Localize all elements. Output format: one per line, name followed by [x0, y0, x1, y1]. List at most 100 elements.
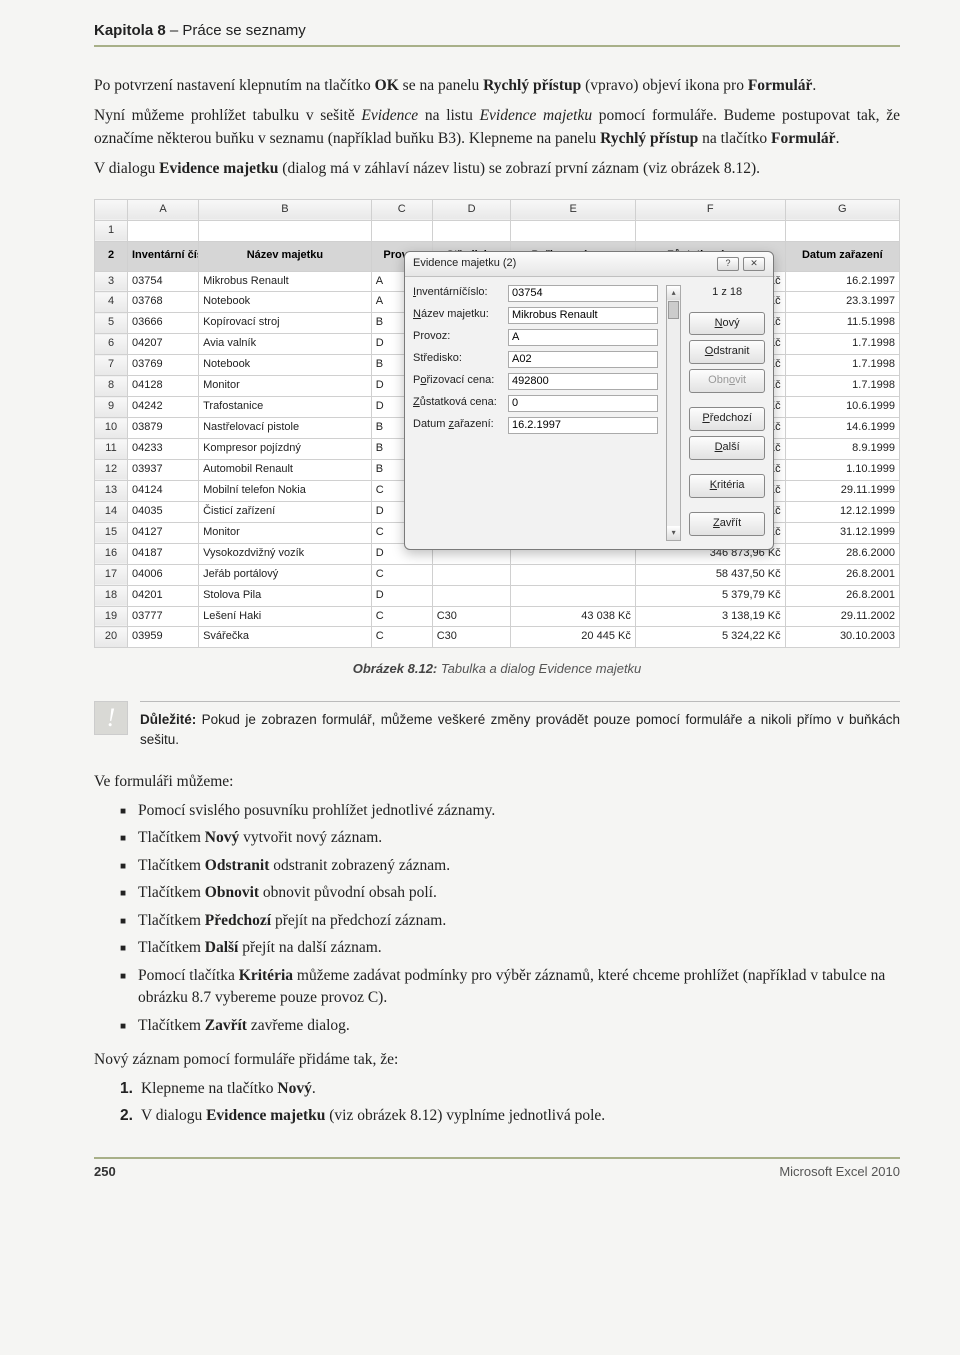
row-number[interactable]: 5: [95, 313, 128, 334]
dialog-button[interactable]: Další: [689, 436, 765, 460]
cell[interactable]: 04128: [128, 376, 199, 397]
field-input[interactable]: [508, 285, 658, 302]
cell[interactable]: C: [371, 564, 432, 585]
cell[interactable]: Trafostanice: [199, 397, 372, 418]
cell[interactable]: C: [371, 606, 432, 627]
row-number[interactable]: 7: [95, 355, 128, 376]
cell[interactable]: D: [371, 585, 432, 606]
row-number[interactable]: 9: [95, 397, 128, 418]
cell[interactable]: Automobil Renault: [199, 459, 372, 480]
field-input[interactable]: [508, 373, 658, 390]
help-icon[interactable]: ?: [717, 257, 739, 271]
scroll-thumb[interactable]: [668, 301, 679, 319]
cell[interactable]: 31.12.1999: [785, 522, 899, 543]
cell[interactable]: 04233: [128, 439, 199, 460]
cell[interactable]: 03879: [128, 418, 199, 439]
form-dialog[interactable]: Evidence majetku (2) ? ✕ Inventárníčíslo…: [404, 251, 774, 550]
cell[interactable]: Monitor: [199, 522, 372, 543]
cell[interactable]: 03666: [128, 313, 199, 334]
cell[interactable]: 5 379,79 Kč: [635, 585, 785, 606]
dialog-button[interactable]: Zavřít: [689, 512, 765, 536]
row-number[interactable]: 11: [95, 439, 128, 460]
cell[interactable]: Mikrobus Renault: [199, 271, 372, 292]
cell[interactable]: Svářečka: [199, 627, 372, 648]
row-number[interactable]: 17: [95, 564, 128, 585]
table-header[interactable]: Inventární číslo: [128, 241, 199, 271]
row-number[interactable]: 2: [95, 241, 128, 271]
cell[interactable]: [432, 585, 511, 606]
cell[interactable]: 03754: [128, 271, 199, 292]
column-letter[interactable]: D: [432, 199, 511, 220]
cell[interactable]: Nastřelovací pistole: [199, 418, 372, 439]
row-number[interactable]: 1: [95, 220, 128, 241]
row-number[interactable]: 6: [95, 334, 128, 355]
field-input[interactable]: [508, 351, 658, 368]
cell[interactable]: 1.7.1998: [785, 376, 899, 397]
cell[interactable]: 04207: [128, 334, 199, 355]
cell[interactable]: 30.10.2003: [785, 627, 899, 648]
dialog-button[interactable]: Nový: [689, 312, 765, 336]
cell[interactable]: 29.11.1999: [785, 480, 899, 501]
row-number[interactable]: 13: [95, 480, 128, 501]
cell[interactable]: Notebook: [199, 292, 372, 313]
cell[interactable]: 5 324,22 Kč: [635, 627, 785, 648]
row-number[interactable]: 3: [95, 271, 128, 292]
cell[interactable]: Stolova Pila: [199, 585, 372, 606]
table-header[interactable]: Název majetku: [199, 241, 372, 271]
table-header[interactable]: Datum zařazení: [785, 241, 899, 271]
scroll-up-icon[interactable]: ▴: [667, 286, 680, 300]
dialog-button[interactable]: Odstranit: [689, 340, 765, 364]
cell[interactable]: 3 138,19 Kč: [635, 606, 785, 627]
row-number[interactable]: 12: [95, 459, 128, 480]
cell[interactable]: 04242: [128, 397, 199, 418]
cell[interactable]: C: [371, 627, 432, 648]
row-number[interactable]: 15: [95, 522, 128, 543]
cell[interactable]: 04187: [128, 543, 199, 564]
cell[interactable]: Vysokozdvižný vozík: [199, 543, 372, 564]
column-letter[interactable]: E: [511, 199, 635, 220]
cell[interactable]: [511, 564, 635, 585]
column-letter[interactable]: B: [199, 199, 372, 220]
cell[interactable]: 1.10.1999: [785, 459, 899, 480]
cell[interactable]: [432, 564, 511, 585]
cell[interactable]: 26.8.2001: [785, 585, 899, 606]
column-letter[interactable]: C: [371, 199, 432, 220]
row-number[interactable]: 18: [95, 585, 128, 606]
dialog-button[interactable]: Předchozí: [689, 407, 765, 431]
field-input[interactable]: [508, 329, 658, 346]
cell[interactable]: Čisticí zařízení: [199, 501, 372, 522]
cell[interactable]: 8.9.1999: [785, 439, 899, 460]
close-icon[interactable]: ✕: [743, 257, 765, 271]
row-number[interactable]: 19: [95, 606, 128, 627]
cell[interactable]: C30: [432, 627, 511, 648]
row-number[interactable]: 14: [95, 501, 128, 522]
cell[interactable]: 23.3.1997: [785, 292, 899, 313]
cell[interactable]: 1.7.1998: [785, 355, 899, 376]
cell[interactable]: 03959: [128, 627, 199, 648]
scroll-down-icon[interactable]: ▾: [667, 526, 680, 540]
cell[interactable]: 20 445 Kč: [511, 627, 635, 648]
cell[interactable]: 04006: [128, 564, 199, 585]
cell[interactable]: 28.6.2000: [785, 543, 899, 564]
cell[interactable]: 03937: [128, 459, 199, 480]
field-input[interactable]: [508, 307, 658, 324]
column-letter[interactable]: A: [128, 199, 199, 220]
dialog-titlebar[interactable]: Evidence majetku (2) ? ✕: [405, 252, 773, 277]
cell[interactable]: Kopírovací stroj: [199, 313, 372, 334]
row-number[interactable]: 10: [95, 418, 128, 439]
cell[interactable]: 26.8.2001: [785, 564, 899, 585]
cell[interactable]: 1.7.1998: [785, 334, 899, 355]
row-number[interactable]: 16: [95, 543, 128, 564]
field-input[interactable]: [508, 417, 658, 434]
row-number[interactable]: 4: [95, 292, 128, 313]
cell[interactable]: 29.11.2002: [785, 606, 899, 627]
column-letter[interactable]: F: [635, 199, 785, 220]
row-number[interactable]: 8: [95, 376, 128, 397]
cell[interactable]: Avia valník: [199, 334, 372, 355]
cell[interactable]: Notebook: [199, 355, 372, 376]
cell[interactable]: Jeřáb portálový: [199, 564, 372, 585]
cell[interactable]: [511, 585, 635, 606]
cell[interactable]: 16.2.1997: [785, 271, 899, 292]
cell[interactable]: 03768: [128, 292, 199, 313]
cell[interactable]: 58 437,50 Kč: [635, 564, 785, 585]
